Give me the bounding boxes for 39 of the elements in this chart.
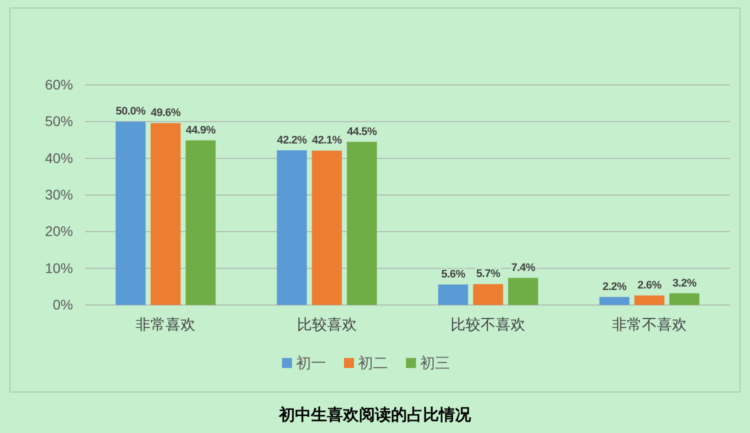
bar xyxy=(116,122,146,305)
data-label: 44.9% xyxy=(186,124,216,136)
data-label: 3.2% xyxy=(672,277,697,290)
bar xyxy=(508,278,538,305)
bar xyxy=(150,123,181,305)
y-tick-label: 30% xyxy=(44,186,73,202)
bar xyxy=(186,140,216,305)
data-label: 7.4% xyxy=(511,262,536,274)
data-label: 49.6% xyxy=(150,107,181,120)
bar xyxy=(276,150,307,305)
legend-label: 初一 xyxy=(296,354,326,372)
legend-label: 初二 xyxy=(358,354,388,372)
legend-label: 初三 xyxy=(420,354,450,372)
data-label: 5.7% xyxy=(476,268,501,280)
data-label: 50.0% xyxy=(116,106,146,118)
data-label: 5.6% xyxy=(441,268,466,280)
text: 初中生喜欢阅读的占比情况 xyxy=(278,405,472,424)
x-tick-label: 比较不喜欢 xyxy=(450,316,526,334)
bar xyxy=(312,150,342,305)
bar xyxy=(599,296,630,305)
y-tick-label: 60% xyxy=(44,76,73,92)
bar xyxy=(438,284,468,305)
bar xyxy=(669,293,700,305)
data-label: 2.2% xyxy=(602,280,627,293)
y-tick-label: 50% xyxy=(44,113,73,130)
data-label: 42.1% xyxy=(312,134,342,147)
x-tick-label: 比较喜欢 xyxy=(296,316,357,334)
x-tick-label: 非常喜欢 xyxy=(136,316,196,334)
y-tick-label: 40% xyxy=(44,150,73,166)
bar xyxy=(473,284,504,305)
y-tick-label: 0% xyxy=(52,296,73,312)
data-label: 42.2% xyxy=(277,134,308,146)
y-tick-label: 10% xyxy=(44,260,73,276)
data-label: 2.6% xyxy=(637,279,662,292)
y-tick-label: 20% xyxy=(44,223,73,240)
bar xyxy=(346,142,377,305)
bar xyxy=(634,295,664,305)
x-tick-label: 非常不喜欢 xyxy=(612,316,687,334)
data-label: 44.5% xyxy=(347,126,378,138)
